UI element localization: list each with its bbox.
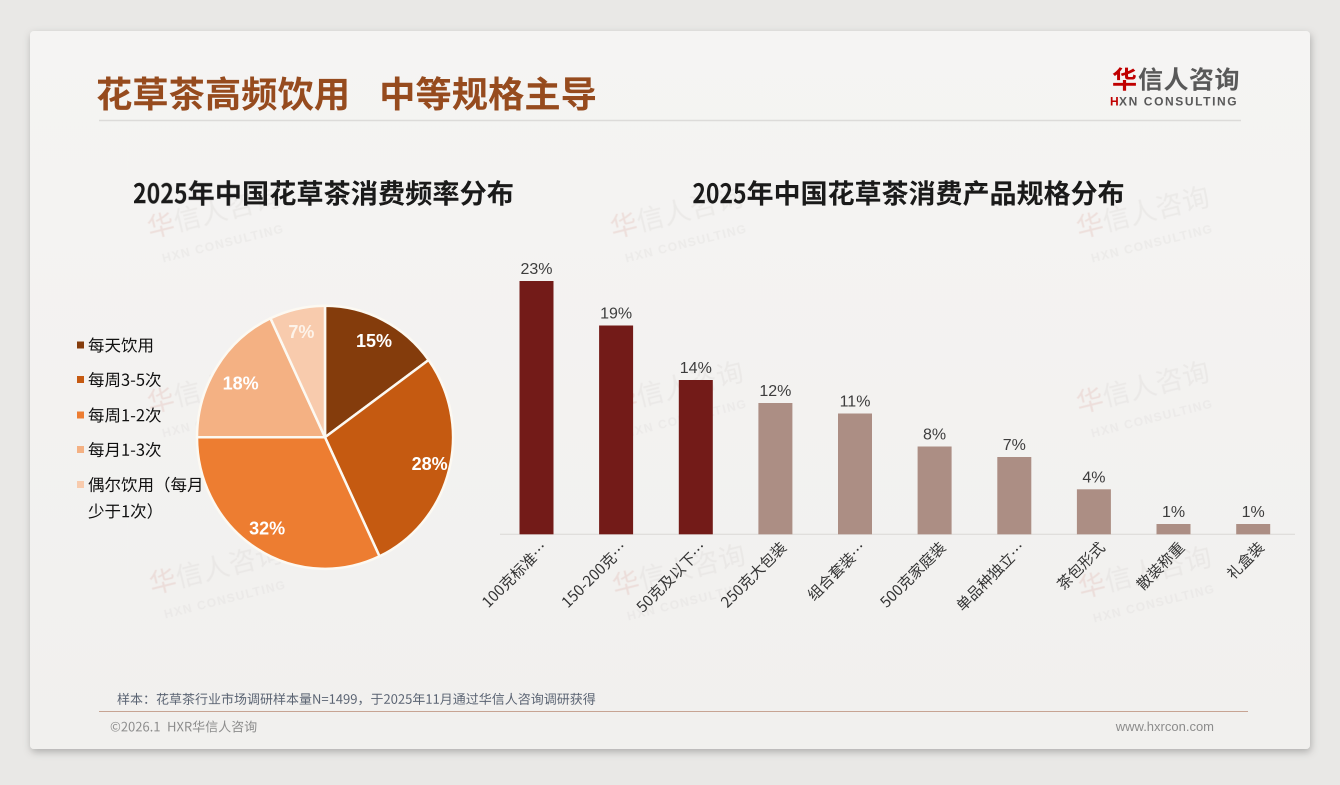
svg-text:1%: 1% [1242, 504, 1265, 521]
svg-text:12%: 12% [759, 383, 791, 400]
svg-text:19%: 19% [600, 306, 632, 323]
svg-text:18%: 18% [223, 374, 259, 394]
svg-text:XN CONSULTING: XN CONSULTING [1119, 95, 1238, 109]
svg-text:8%: 8% [923, 427, 946, 444]
svg-text:www.hxrcon.com: www.hxrcon.com [1115, 719, 1214, 734]
svg-text:28%: 28% [412, 454, 448, 474]
svg-text:4%: 4% [1082, 469, 1105, 486]
svg-text:15%: 15% [356, 331, 392, 351]
svg-text:7%: 7% [1003, 437, 1026, 454]
svg-text:14%: 14% [680, 360, 712, 377]
svg-text:7%: 7% [288, 322, 314, 342]
svg-text:23%: 23% [520, 261, 552, 278]
svg-text:11%: 11% [840, 394, 871, 411]
svg-text:H: H [1110, 95, 1119, 109]
svg-text:1%: 1% [1162, 504, 1185, 521]
svg-text:32%: 32% [249, 519, 285, 539]
